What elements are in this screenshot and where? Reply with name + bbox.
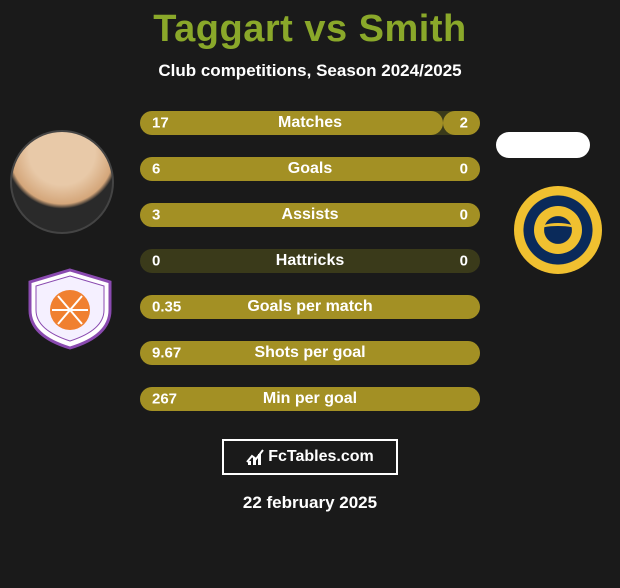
stat-value-left: 0.35 [152,299,181,316]
page-title: Taggart vs Smith [0,8,620,51]
stat-value-right: 0 [460,207,468,224]
brand-label: FcTables.com [268,448,374,466]
stat-value-left: 0 [152,253,160,270]
stat-label: Shots per goal [254,344,365,362]
player-right-avatar [496,132,590,158]
chart-icon [246,448,264,466]
stat-value-left: 9.67 [152,345,181,362]
stat-value-left: 267 [152,391,177,408]
stat-value-right: 0 [460,253,468,270]
club-right-badge [514,186,602,274]
stat-value-left: 3 [152,207,160,224]
stat-row: 17 2 Matches [140,111,480,135]
club-right-inner-icon [534,206,582,254]
date-label: 22 february 2025 [0,493,620,513]
player-left-avatar [10,130,114,234]
stat-row: 3 0 Assists [140,203,480,227]
stat-row: 0.35 Goals per match [140,295,480,319]
stat-label: Hattricks [276,252,344,270]
stat-label: Goals per match [247,298,372,316]
stat-label: Assists [282,206,339,224]
stat-value-right: 2 [460,115,468,132]
stat-label: Matches [278,114,342,132]
shield-icon [20,268,120,350]
stat-row: 267 Min per goal [140,387,480,411]
stat-label: Goals [288,160,332,178]
stat-row: 9.67 Shots per goal [140,341,480,365]
brand-badge[interactable]: FcTables.com [222,439,398,475]
stat-value-left: 17 [152,115,169,132]
stat-row: 0 0 Hattricks [140,249,480,273]
subtitle: Club competitions, Season 2024/2025 [0,61,620,81]
stat-value-right: 0 [460,161,468,178]
stat-row: 6 0 Goals [140,157,480,181]
stat-value-left: 6 [152,161,160,178]
stats-container: 17 2 Matches 6 0 Goals 3 0 Assists 0 0 Hattricks 0.3… [140,111,480,411]
club-left-badge [20,268,120,350]
stat-label: Min per goal [263,390,357,408]
